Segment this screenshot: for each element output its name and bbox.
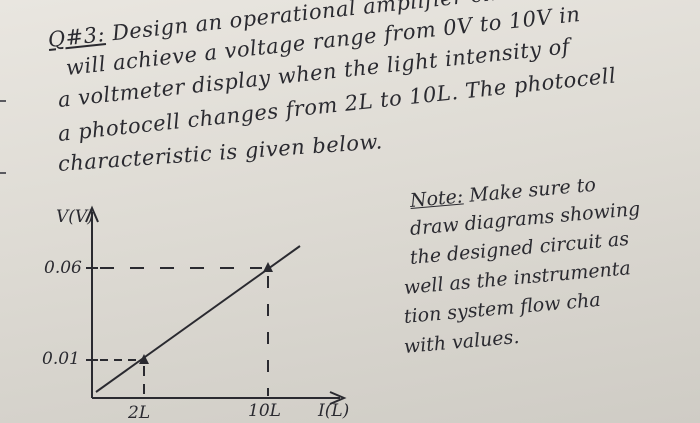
margin-mark [0, 172, 6, 174]
x-axis-arrow [329, 391, 347, 405]
data-point-low [139, 354, 149, 364]
y-axis-label: V(V) [56, 207, 94, 227]
x-tick-label-high: 10L [248, 401, 281, 421]
data-point-high [263, 262, 273, 272]
y-axis-arrow [85, 205, 99, 223]
y-tick-label-high: 0.06 [44, 258, 82, 278]
x-axis-label: I(L) [317, 401, 349, 421]
x-tick-label-low: 2L [127, 403, 150, 423]
margin-mark [0, 100, 6, 102]
y-tick-label-low: 0.01 [42, 349, 80, 369]
